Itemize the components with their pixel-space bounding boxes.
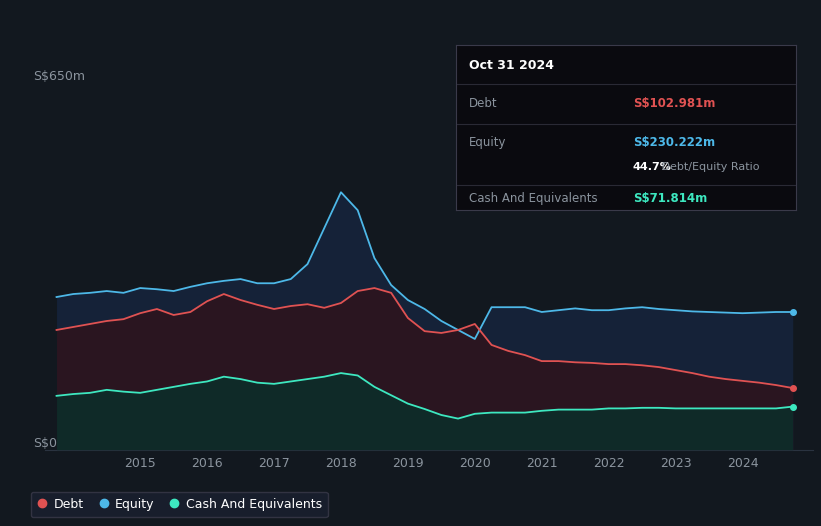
Text: S$650m: S$650m: [33, 70, 85, 83]
Text: S$0: S$0: [33, 437, 57, 450]
Text: 44.7%: 44.7%: [633, 163, 672, 173]
Text: Equity: Equity: [470, 136, 507, 149]
Legend: Debt, Equity, Cash And Equivalents: Debt, Equity, Cash And Equivalents: [31, 492, 328, 517]
Text: Cash And Equivalents: Cash And Equivalents: [470, 193, 598, 205]
Text: S$102.981m: S$102.981m: [633, 97, 715, 110]
Text: Oct 31 2024: Oct 31 2024: [470, 59, 554, 72]
Text: S$230.222m: S$230.222m: [633, 136, 715, 149]
Text: S$71.814m: S$71.814m: [633, 193, 707, 205]
Text: Debt: Debt: [470, 97, 498, 110]
Text: Debt/Equity Ratio: Debt/Equity Ratio: [658, 163, 760, 173]
